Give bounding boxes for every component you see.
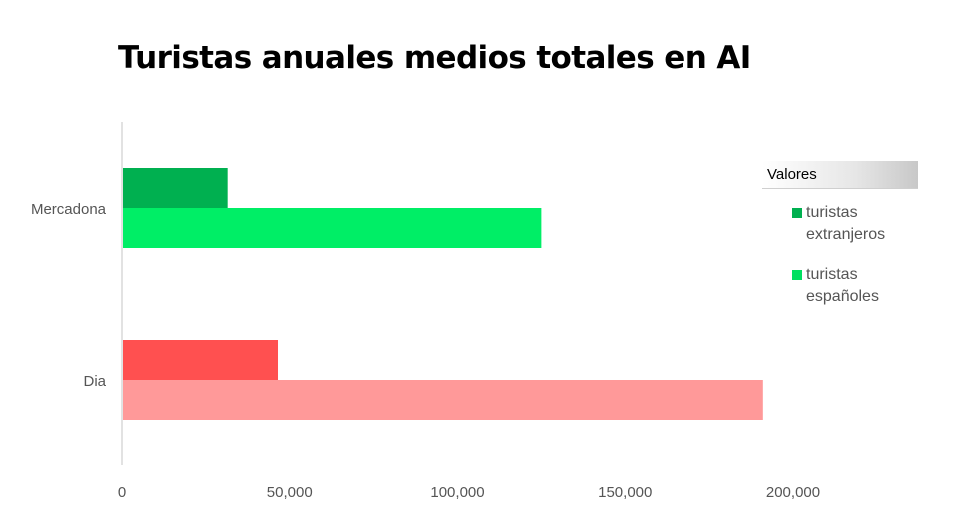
bar-mercadona-extranjeros: [123, 168, 228, 208]
x-tick-label: 50,000: [267, 484, 313, 501]
category-label-dia: Dia: [83, 373, 106, 390]
legend-label: turistas españoles: [806, 266, 879, 305]
legend-swatch-espanoles: [792, 270, 802, 280]
x-tick-label: 100,000: [430, 484, 484, 501]
legend-label: turistas extranjeros: [806, 204, 886, 243]
x-tick-labels: 0 50,000 100,000 150,000 200,000: [118, 484, 820, 501]
legend: Valores turistas extranjeros turistas es…: [762, 161, 918, 308]
category-labels: Mercadona Dia: [31, 201, 107, 390]
bar-dia-extranjeros: [123, 340, 279, 380]
legend-header: Valores: [762, 161, 918, 189]
category-label-mercadona: Mercadona: [31, 201, 107, 218]
legend-item-turistas-extranjeros: turistas extranjeros: [762, 202, 916, 246]
legend-item-turistas-espanoles: turistas españoles: [762, 264, 916, 308]
x-tick-label: 150,000: [598, 484, 652, 501]
bar-mercadona-espanoles: [123, 208, 542, 248]
bars-group: [123, 168, 763, 420]
x-tick-label: 0: [118, 484, 126, 501]
legend-swatch-extranjeros: [792, 208, 802, 218]
x-tick-label: 200,000: [766, 484, 820, 501]
chart-title: Turistas anuales medios totales en AI: [118, 40, 751, 76]
bar-dia-espanoles: [123, 380, 763, 420]
